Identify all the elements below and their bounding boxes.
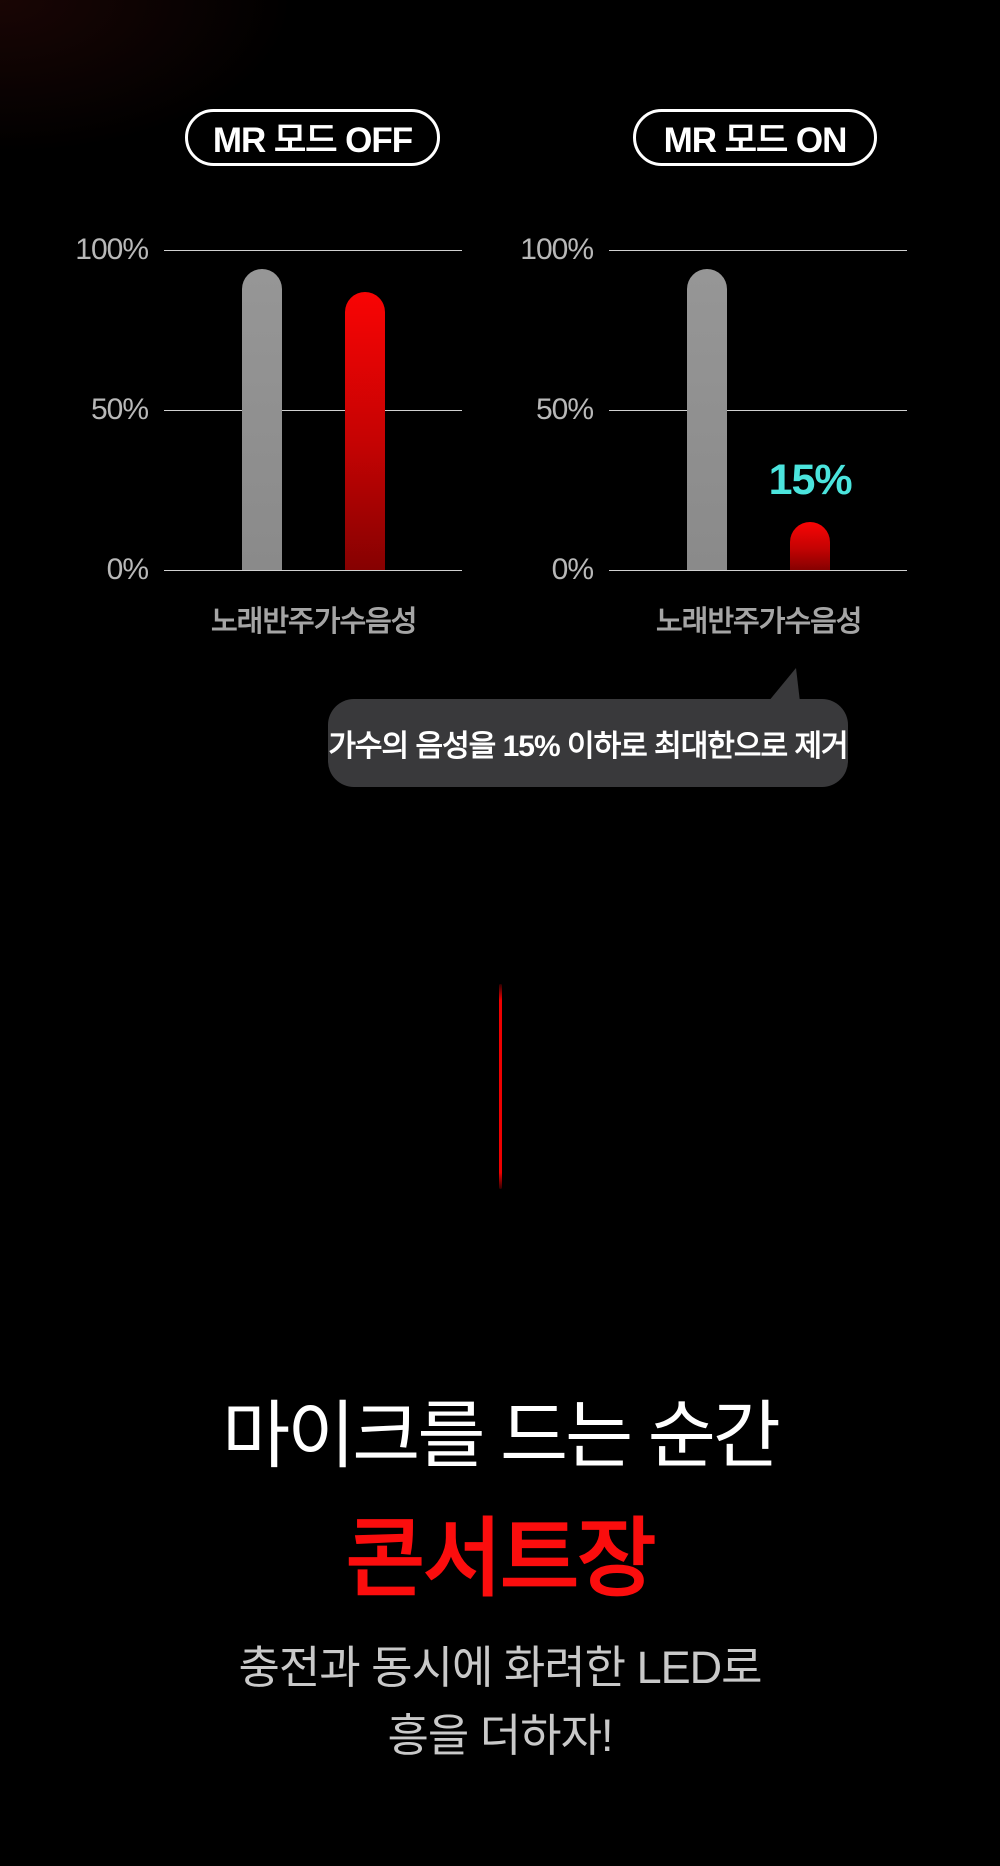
ytick-label: 50% bbox=[90, 393, 149, 426]
callout-bubble: 가수의 음성을 15% 이하로 최대한으로 제거 bbox=[328, 699, 849, 787]
bar-가수음성 bbox=[790, 522, 831, 570]
bar-chart-mr-off: 100% 50% 0% 노래반주 가수음성 bbox=[75, 230, 462, 640]
gridline-100% bbox=[164, 250, 462, 251]
headline-line1: 마이크를 드는 순간 bbox=[222, 1394, 781, 1477]
mr-mode-off-label: MR 모드 OFF bbox=[212, 121, 413, 160]
gridline-0% bbox=[609, 570, 907, 571]
gridline-100% bbox=[609, 250, 907, 251]
category-label: 가수음성 bbox=[313, 606, 418, 638]
bar-value-annotation: 15% bbox=[768, 456, 853, 504]
mr-mode-on-label: MR 모드 ON bbox=[663, 121, 848, 160]
ytick-label: 0% bbox=[106, 553, 149, 586]
ytick-label: 50% bbox=[535, 393, 594, 426]
category-label: 가수음성 bbox=[758, 606, 863, 638]
subtitle: 충전과 동시에 화려한 LED로 흥을 더하자! bbox=[0, 1634, 1000, 1770]
ytick-label: 0% bbox=[551, 553, 594, 586]
bar-chart-mr-on: 100% 50% 0% 노래반주 가수음성 15% bbox=[520, 230, 907, 640]
callout-text: 가수의 음성을 15% 이하로 최대한으로 제거 bbox=[328, 730, 848, 763]
bar-노래반주 bbox=[687, 269, 728, 570]
bar-가수음성 bbox=[345, 291, 386, 570]
subtitle-line1: 충전과 동시에 화려한 LED로 bbox=[238, 1642, 762, 1693]
mr-mode-on-badge: MR 모드 ON bbox=[633, 109, 877, 166]
gridline-50% bbox=[164, 410, 462, 411]
mr-mode-off-badge: MR 모드 OFF bbox=[185, 109, 440, 166]
callout-tail-pointer bbox=[768, 668, 800, 702]
headline-line2-red: 콘서트장 bbox=[345, 1511, 656, 1607]
category-label: 노래반주 bbox=[655, 606, 760, 638]
category-label: 노래반주 bbox=[210, 606, 315, 638]
gridline-0% bbox=[164, 570, 462, 571]
red-accent-line bbox=[499, 984, 502, 1189]
bar-노래반주 bbox=[242, 269, 283, 570]
ytick-label: 100% bbox=[75, 233, 149, 266]
ytick-label: 100% bbox=[520, 233, 594, 266]
subtitle-line2: 흥을 더하자! bbox=[387, 1710, 613, 1761]
gridline-50% bbox=[609, 410, 907, 411]
